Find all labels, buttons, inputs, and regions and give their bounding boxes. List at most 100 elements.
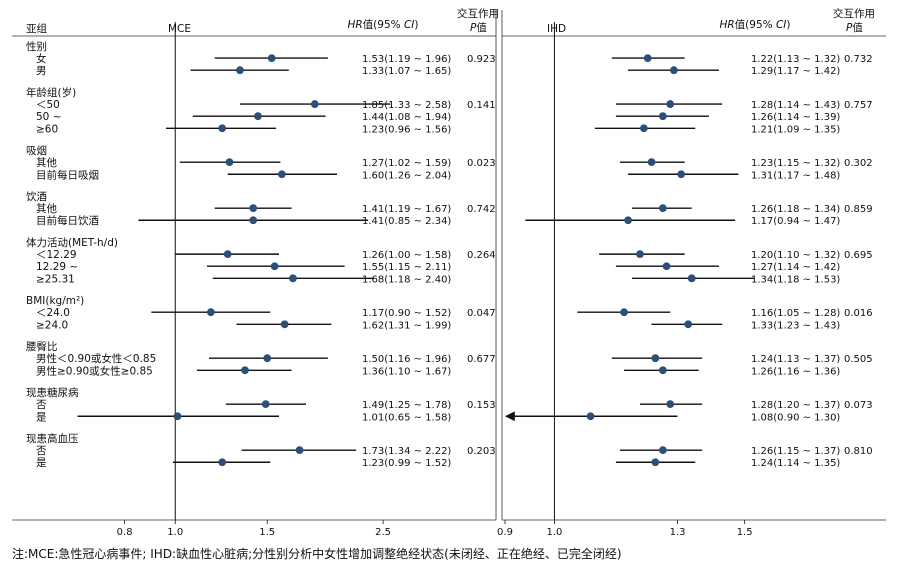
row-label-4-0: ＜12.29 — [36, 249, 77, 261]
group-label-2: 吸烟 — [26, 144, 47, 157]
panel-mce-hr-text-0-0: 1.53(1.19 ~ 1.96) — [362, 54, 451, 65]
group-label-8: 现患高血压 — [26, 432, 79, 445]
panel-mce-p-value-7: 0.153 — [467, 400, 496, 411]
panel-ihd-p-header: P值 — [846, 21, 863, 34]
panel-mce-point-3-1 — [249, 216, 258, 225]
panel-ihd-hr-text-1-2: 1.21(1.09 ~ 1.35) — [751, 124, 840, 135]
panel-mce-hr-text-2-1: 1.60(1.26 ~ 2.04) — [362, 170, 451, 181]
panel-mce-p-value-2: 0.023 — [467, 158, 496, 169]
panel-ihd-hr-text-6-0: 1.24(1.13 ~ 1.37) — [751, 354, 840, 365]
row-label-6-1: 男性≥0.90或女性≥0.85 — [36, 364, 153, 377]
panel-ihd-p-value-3: 0.859 — [844, 204, 873, 215]
panel-ihd-point-6-1 — [658, 366, 667, 375]
panel-mce-hr-text-4-2: 1.68(1.18 ~ 2.40) — [362, 274, 451, 285]
panel-ihd-hr-text-7-1: 1.08(0.90 ~ 1.30) — [751, 412, 840, 423]
panel-mce-point-7-0 — [261, 400, 270, 409]
panel-mce-tick-label-3: 2.5 — [375, 527, 391, 538]
panel-mce-hr-text-5-0: 1.17(0.90 ~ 1.52) — [362, 308, 451, 319]
row-label-1-0: ＜50 — [36, 99, 60, 111]
panel-mce-point-7-1 — [173, 412, 182, 421]
panel-mce-point-2-1 — [277, 170, 286, 179]
panel-ihd-point-2-1 — [677, 170, 686, 179]
panel-mce-point-6-1 — [241, 366, 249, 375]
panel-ihd-tick-label-2: 1.3 — [670, 527, 686, 538]
panel-mce-p-header: P值 — [470, 21, 487, 34]
panel-ihd-hr-text-4-1: 1.27(1.14 ~ 1.42) — [751, 262, 840, 273]
group-label-6: 腰臀比 — [26, 340, 58, 353]
subgroup-header: 亚组 — [26, 22, 47, 35]
panel-mce-point-5-1 — [280, 320, 289, 329]
panel-ihd-point-5-0 — [620, 308, 628, 317]
panel-mce-p-value-0: 0.923 — [467, 54, 496, 65]
panel-mce-point-4-2 — [289, 274, 297, 283]
panel-ihd-point-1-2 — [639, 124, 648, 133]
panel-mce-p-value-4: 0.264 — [467, 250, 496, 261]
panel-ihd-p-value-7: 0.073 — [844, 400, 873, 411]
panel-mce-interaction-header: 交互作用 — [457, 7, 499, 20]
group-label-0: 性别 — [26, 40, 47, 53]
panel-ihd-point-8-0 — [658, 446, 667, 455]
row-label-3-0: 其他 — [36, 202, 57, 215]
row-label-4-2: ≥25.31 — [36, 273, 75, 285]
panel-ihd-hr-text-1-0: 1.28(1.14 ~ 1.43) — [751, 100, 840, 111]
panel-ihd-hr-text-4-2: 1.34(1.18 ~ 1.53) — [751, 274, 840, 285]
panel-mce-tick-label-2: 1.5 — [259, 527, 275, 538]
panel-mce-tick-label-1: 1.0 — [167, 527, 183, 538]
panel-mce-hr-text-1-0: 1.85(1.33 ~ 2.58) — [362, 100, 451, 111]
panel-ihd-p-value-4: 0.695 — [844, 250, 873, 261]
panel-ihd-point-3-0 — [658, 204, 667, 213]
panel-ihd-point-0-0 — [643, 54, 652, 62]
panel-mce-point-4-0 — [223, 250, 232, 259]
row-label-0-0: 女 — [36, 52, 47, 65]
panel-ihd-point-1-1 — [658, 112, 667, 121]
panel-mce-point-0-0 — [267, 54, 276, 62]
panel-mce-point-1-0 — [310, 100, 319, 108]
panel-ihd-hr-text-6-1: 1.26(1.16 ~ 1.36) — [751, 366, 840, 377]
panel-mce-hr-text-6-0: 1.50(1.16 ~ 1.96) — [362, 354, 451, 365]
panel-ihd-hr-text-5-1: 1.33(1.23 ~ 1.43) — [751, 320, 840, 331]
panel-ihd-point-6-0 — [651, 354, 660, 363]
panel-ihd-hr-text-0-1: 1.29(1.17 ~ 1.42) — [751, 66, 840, 77]
panel-mce-hr-text-1-2: 1.23(0.96 ~ 1.56) — [362, 124, 451, 135]
panel-mce-hr-text-3-1: 1.41(0.85 ~ 2.34) — [362, 216, 451, 227]
panel-ihd-p-value-5: 0.016 — [844, 308, 873, 319]
panel-ihd-p-value-2: 0.302 — [844, 158, 873, 169]
panel-mce-p-value-1: 0.141 — [467, 100, 496, 111]
group-label-3: 饮酒 — [26, 190, 47, 203]
panel-mce-hr-text-7-1: 1.01(0.65 ~ 1.58) — [362, 412, 451, 423]
panel-ihd-interaction-header: 交互作用 — [833, 7, 875, 20]
panel-ihd-hr-text-3-1: 1.17(0.94 ~ 1.47) — [751, 216, 840, 227]
panel-ihd-point-7-0 — [666, 400, 675, 409]
panel-ihd-point-3-1 — [624, 216, 632, 225]
panel-ihd-point-5-1 — [684, 320, 693, 329]
panel-ihd-hr-text-0-0: 1.22(1.13 ~ 1.32) — [751, 54, 840, 65]
panel-mce-title: MCE — [168, 23, 191, 35]
panel-ihd-tick-label-1: 1.0 — [546, 527, 562, 538]
panel-ihd-hr-header: HR值(95% CI) — [719, 18, 790, 31]
panel-mce-point-1-1 — [254, 112, 262, 121]
panel-ihd-hr-text-8-1: 1.24(1.14 ~ 1.35) — [751, 458, 840, 469]
panel-mce-hr-text-4-1: 1.55(1.15 ~ 2.11) — [362, 262, 451, 273]
figure-note: 注:MCE:急性冠心病事件; IHD:缺血性心脏病;分性别分析中女性增加调整绝经… — [12, 547, 622, 561]
panel-ihd-hr-text-2-0: 1.23(1.15 ~ 1.32) — [751, 158, 840, 169]
panel-ihd-title: IHD — [547, 23, 566, 35]
row-label-7-1: 是 — [36, 411, 47, 423]
row-label-2-1: 目前每日吸烟 — [36, 168, 99, 181]
group-label-7: 现患糖尿病 — [26, 386, 79, 399]
panel-ihd-point-7-1 — [586, 412, 595, 421]
panel-mce-hr-text-6-1: 1.36(1.10 ~ 1.67) — [362, 366, 451, 377]
panel-ihd-point-4-0 — [636, 250, 644, 259]
panel-ihd-hr-text-3-0: 1.26(1.18 ~ 1.34) — [751, 204, 840, 215]
panel-ihd-p-value-1: 0.757 — [844, 100, 873, 111]
panel-ihd-point-8-1 — [651, 458, 660, 467]
panel-mce-point-4-1 — [270, 262, 279, 271]
panel-ihd-tick-label-0: 0.9 — [497, 527, 513, 538]
group-label-1: 年龄组(岁) — [26, 86, 76, 99]
panel-ihd-hr-text-7-0: 1.28(1.20 ~ 1.37) — [751, 400, 840, 411]
panel-mce-hr-text-2-0: 1.27(1.02 ~ 1.59) — [362, 158, 451, 169]
panel-mce-p-value-3: 0.742 — [467, 204, 496, 215]
panel-mce-tick-label-0: 0.8 — [117, 527, 133, 538]
row-label-5-0: ＜24.0 — [36, 307, 70, 319]
panel-mce-p-value-5: 0.047 — [467, 308, 496, 319]
panel-mce-hr-text-3-0: 1.41(1.19 ~ 1.67) — [362, 204, 451, 215]
